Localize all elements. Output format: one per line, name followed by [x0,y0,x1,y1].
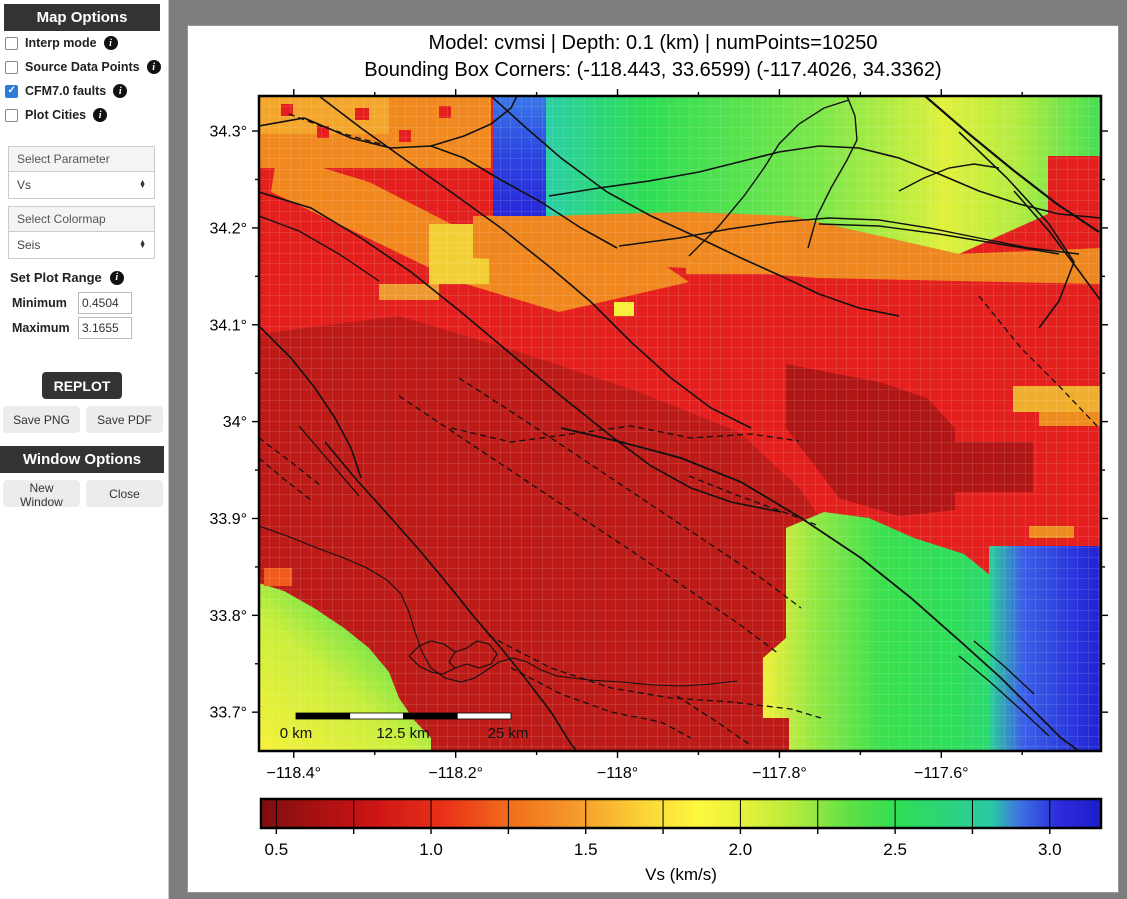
plot-subtitle: Bounding Box Corners: (-118.443, 33.6599… [364,59,942,81]
select-arrows-icon: ▲ ▼ [139,238,146,250]
fault-lines-layer [259,96,1101,751]
info-icon[interactable]: i [109,270,124,285]
close-button[interactable]: Close [86,480,163,507]
colormap-select-group: Select Colormap Seis ▲ ▼ [8,206,155,259]
source-data-points-checkbox[interactable] [5,60,18,74]
replot-button[interactable]: REPLOT [42,372,122,399]
scale-bar-label: 0 km [280,725,313,742]
parameter-select-label: Select Parameter [9,147,154,172]
maximum-label: Maximum [12,321,70,335]
interp-mode-checkbox[interactable] [5,36,18,50]
heatmap-layer [259,96,1101,751]
plot-window-frame: Model: cvmsi | Depth: 0.1 (km) | numPoin… [169,0,1127,899]
map-options-header: Map Options [4,4,160,31]
x-tick-label: −118.4° [266,765,321,782]
y-tick-label: 34° [223,414,247,431]
y-tick-label: 34.2° [209,220,247,237]
arrow-down-icon: ▼ [139,183,146,190]
checkbox-label: CFM7.0 faults [25,84,107,98]
save-pdf-button[interactable]: Save PDF [86,406,163,433]
x-tick-label: −117.6° [914,765,969,782]
maximum-input[interactable] [78,317,132,339]
colormap-select[interactable]: Seis ▲ ▼ [9,232,154,258]
checkbox-label: Interp mode [25,36,97,50]
info-icon[interactable]: i [93,108,108,122]
plot-title: Model: cvmsi | Depth: 0.1 (km) | numPoin… [428,32,878,54]
cfm7-0-faults-checkbox[interactable] [5,84,18,98]
map-plot[interactable]: 0 km 12.5 km 25 km 34.3° 34.2° 34.1° 34° 33.9° 3… [188,26,1118,892]
save-png-button[interactable]: Save PNG [3,406,80,433]
map-frame [257,94,1103,753]
checkbox-row-source-data-points[interactable]: Source Data Points i [5,60,165,74]
scale-bar: 0 km 12.5 km 25 km [280,712,529,742]
scale-bar-label: 12.5 km [376,725,429,742]
colorbar: 0.5 1.0 1.5 2.0 2.5 3.0 Vs (km/s) [259,797,1103,884]
plot-panel: Model: cvmsi | Depth: 0.1 (km) | numPoin… [187,25,1119,893]
plot-range-title-text: Set Plot Range [10,270,102,285]
info-icon[interactable]: i [146,60,161,74]
axis-ticks [252,89,1108,758]
x-tick-label: −118.2° [428,765,483,782]
minimum-label: Minimum [12,296,67,310]
minimum-input[interactable] [78,292,132,314]
parameter-select-group: Select Parameter Vs ▲ ▼ [8,146,155,199]
y-tick-label: 33.9° [209,511,247,528]
x-tick-label: −117.8° [752,765,807,782]
parameter-select[interactable]: Vs ▲ ▼ [9,172,154,198]
colorbar-tick-label: 0.5 [265,840,289,859]
maximum-row: Maximum [12,317,162,339]
y-tick-label: 34.1° [209,317,247,334]
checkbox-row-cfm7-0-faults[interactable]: CFM7.0 faults i [5,84,165,98]
x-tick-label: −118° [597,765,638,782]
colorbar-tick-label: 1.0 [419,840,443,859]
colorbar-tick-label: 2.0 [729,840,753,859]
info-icon[interactable]: i [113,84,128,98]
y-tick-label: 33.8° [209,608,247,625]
select-arrows-icon: ▲ ▼ [139,178,146,190]
info-icon[interactable]: i [103,36,118,50]
plot-cities-checkbox[interactable] [5,108,18,122]
window-options-header: Window Options [0,446,164,473]
checkbox-row-interp-mode[interactable]: Interp mode i [5,36,165,50]
colorbar-tick-label: 3.0 [1038,840,1062,859]
new-window-button[interactable]: New Window [3,480,80,509]
checkbox-row-plot-cities[interactable]: Plot Cities i [5,108,165,122]
checkbox-label: Plot Cities [25,108,87,122]
minimum-row: Minimum [12,292,162,314]
colormap-selected-value: Seis [17,238,41,252]
y-tick-label: 34.3° [209,124,247,141]
colorbar-axis-label: Vs (km/s) [645,865,717,884]
arrow-down-icon: ▼ [139,243,146,250]
checkbox-list: Interp mode i Source Data Points i CFM7.0 fa… [5,36,165,132]
colorbar-tick-label: 1.5 [574,840,598,859]
y-tick-label: 33.7° [209,705,247,722]
pixel-grid-overlay [259,96,1101,751]
sidebar: Map Options Interp mode i Source Data Poin… [0,0,169,899]
arrow-up-icon: ▲ [139,238,146,246]
arrow-up-icon: ▲ [139,178,146,186]
colorbar-tick-label: 2.5 [883,840,907,859]
colormap-select-label: Select Colormap [9,207,154,232]
checkbox-label: Source Data Points [25,60,140,74]
plot-range-title: Set Plot Range i [10,270,124,285]
scale-bar-label: 25 km [488,725,529,742]
parameter-selected-value: Vs [17,178,32,192]
